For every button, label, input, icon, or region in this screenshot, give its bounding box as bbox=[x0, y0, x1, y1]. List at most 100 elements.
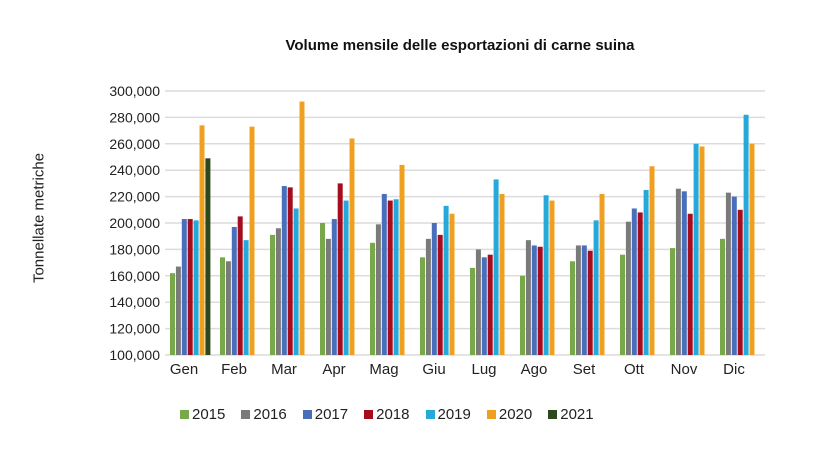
legend-item-2018: 2018 bbox=[364, 406, 410, 423]
bar-2017-Nov bbox=[681, 191, 687, 355]
y-tick-label: 160,000 bbox=[109, 268, 160, 284]
bar-2018-Gen bbox=[187, 219, 193, 355]
bar-2017-Ago bbox=[531, 245, 537, 355]
bar-2018-Set bbox=[587, 250, 593, 355]
bar-2018-Lug bbox=[487, 254, 493, 355]
x-tick-label: Giu bbox=[422, 361, 445, 378]
bar-2016-Mag bbox=[375, 224, 381, 355]
legend: 2015 2016 2017 2018 2019 2020 2021 bbox=[180, 406, 594, 423]
bar-2017-Lug bbox=[481, 257, 487, 355]
y-tick-label: 140,000 bbox=[109, 294, 160, 310]
bar-2015-Nov bbox=[670, 248, 675, 355]
x-tick-label: Gen bbox=[170, 361, 198, 378]
y-tick-label: 300,000 bbox=[109, 83, 160, 99]
legend-swatch bbox=[241, 410, 251, 419]
x-tick-label: Ott bbox=[624, 361, 645, 378]
legend-label: 2019 bbox=[437, 406, 471, 423]
bar-2018-Mar bbox=[287, 187, 293, 355]
y-tick-label: 240,000 bbox=[109, 162, 160, 178]
legend-label: 2020 bbox=[498, 406, 533, 423]
bar-2015-Dic bbox=[720, 238, 725, 355]
x-tick-label: Dic bbox=[723, 361, 745, 378]
bar-2020-Giu bbox=[449, 213, 455, 355]
legend-swatch bbox=[425, 410, 435, 419]
bar-2015-Set bbox=[570, 261, 575, 355]
legend-item-2016: 2016 bbox=[241, 406, 287, 423]
bar-2017-Giu bbox=[431, 223, 437, 355]
bar-2017-Dic bbox=[731, 196, 737, 355]
bar-2015-Ott bbox=[620, 254, 625, 355]
bar-2018-Nov bbox=[687, 213, 693, 355]
bar-2015-Mag bbox=[370, 242, 375, 355]
bar-2015-Lug bbox=[470, 267, 475, 355]
bar-2019-Giu bbox=[443, 205, 449, 355]
bar-2019-Dic bbox=[743, 114, 749, 355]
legend-label: 2016 bbox=[253, 406, 287, 423]
legend-swatch bbox=[364, 410, 374, 419]
bar-2017-Apr bbox=[331, 219, 337, 355]
bar-2017-Feb bbox=[231, 226, 237, 355]
legend-label: 2018 bbox=[376, 406, 410, 423]
bar-2017-Mag bbox=[381, 193, 387, 355]
bar-2019-Lug bbox=[493, 179, 499, 355]
x-tick-label: Mar bbox=[271, 361, 297, 378]
bar-2017-Mar bbox=[281, 186, 287, 355]
x-tick-label: Set bbox=[573, 361, 596, 378]
chart-title: Volume mensile delle esportazioni di car… bbox=[285, 37, 635, 54]
y-tick-label: 280,000 bbox=[109, 109, 160, 125]
legend-item-2021: 2021 bbox=[548, 406, 594, 423]
y-tick-label: 220,000 bbox=[109, 189, 160, 205]
legend-label: 2017 bbox=[314, 406, 349, 423]
bar-2016-Gen bbox=[175, 266, 181, 355]
bar-2020-Mag bbox=[399, 164, 405, 355]
bar-2019-Feb bbox=[243, 240, 249, 355]
bar-2020-Feb bbox=[249, 126, 255, 355]
bar-2015-Gen bbox=[170, 273, 175, 355]
bar-2017-Set bbox=[581, 245, 587, 355]
y-tick-label: 200,000 bbox=[109, 215, 160, 231]
y-tick-label: 260,000 bbox=[109, 136, 160, 152]
legend-label: 2021 bbox=[560, 406, 594, 423]
x-tick-label: Mag bbox=[369, 361, 398, 378]
bar-2021-Gen bbox=[205, 158, 211, 355]
bar-2016-Dic bbox=[725, 192, 731, 355]
bar-2016-Giu bbox=[425, 238, 431, 355]
bar-2020-Nov bbox=[699, 146, 705, 355]
bar-2016-Set bbox=[575, 245, 581, 355]
y-tick-label: 120,000 bbox=[109, 321, 160, 337]
bar-2018-Ago bbox=[537, 246, 543, 355]
legend-label: 2015 bbox=[192, 406, 226, 423]
x-tick-label: Nov bbox=[671, 361, 698, 378]
bar-2020-Ago bbox=[549, 200, 555, 355]
bar-2018-Mag bbox=[387, 200, 393, 355]
legend-item-2015: 2015 bbox=[180, 406, 225, 423]
bar-2019-Gen bbox=[193, 220, 199, 355]
bar-2020-Gen bbox=[199, 125, 205, 355]
bar-2015-Mar bbox=[270, 234, 275, 355]
bar-2020-Lug bbox=[499, 193, 505, 355]
x-tick-label: Ago bbox=[521, 361, 548, 378]
bar-2018-Giu bbox=[437, 234, 443, 355]
bar-2019-Ott bbox=[643, 190, 649, 355]
x-tick-label: Lug bbox=[471, 361, 496, 378]
legend-swatch bbox=[548, 410, 558, 419]
bar-2020-Dic bbox=[749, 143, 755, 355]
bar-2015-Ago bbox=[520, 275, 525, 355]
bar-2020-Ott bbox=[649, 166, 655, 355]
legend-swatch bbox=[302, 410, 312, 419]
bar-2018-Dic bbox=[737, 209, 743, 355]
x-tick-label: Feb bbox=[221, 361, 247, 378]
y-tick-label: 180,000 bbox=[109, 241, 160, 257]
legend-swatch bbox=[486, 410, 496, 419]
bar-2020-Mar bbox=[299, 101, 305, 355]
bar-2016-Mar bbox=[275, 228, 281, 355]
bar-2016-Feb bbox=[225, 261, 231, 355]
bar-2019-Mag bbox=[393, 199, 399, 355]
x-tick-label: Apr bbox=[322, 361, 345, 378]
bar-2019-Apr bbox=[343, 200, 349, 355]
legend-item-2017: 2017 bbox=[302, 406, 349, 423]
bar-2015-Apr bbox=[320, 223, 325, 355]
bar-2019-Set bbox=[593, 220, 599, 355]
bar-2016-Ott bbox=[625, 221, 631, 355]
